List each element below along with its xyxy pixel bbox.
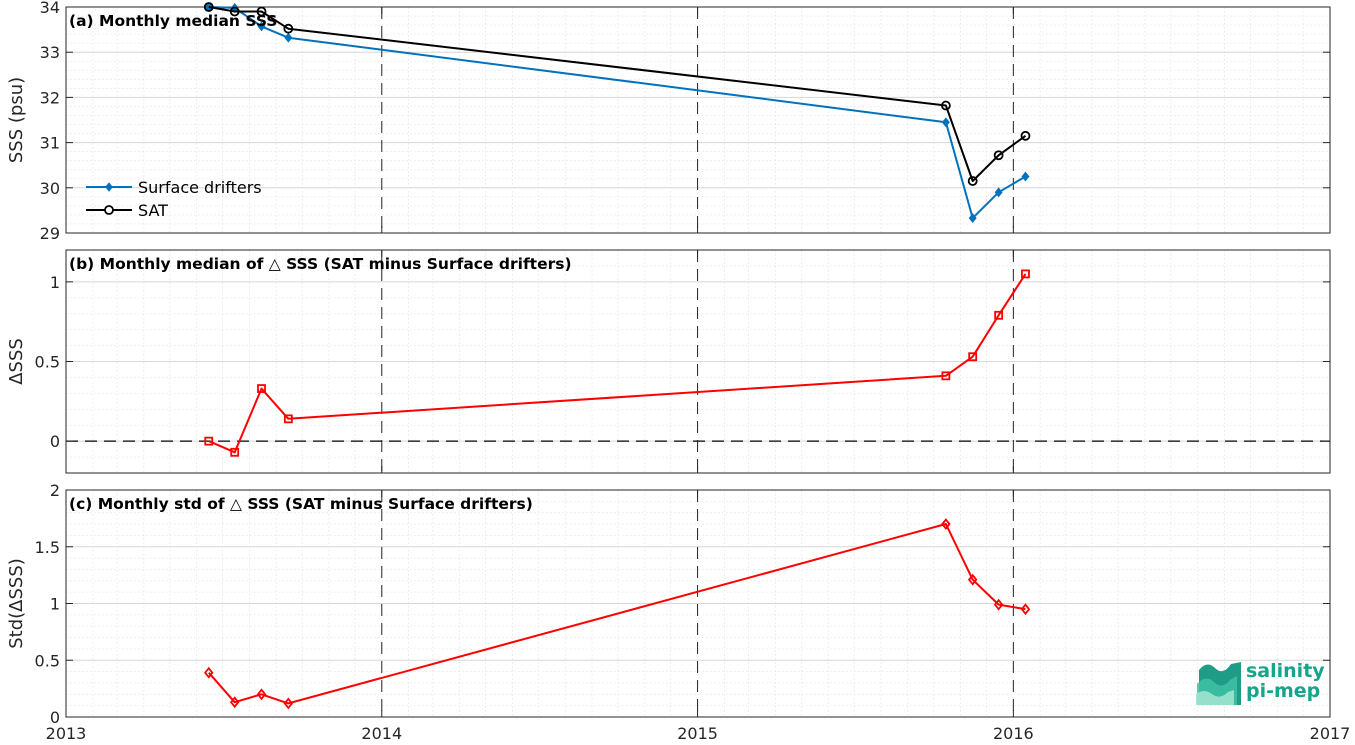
panel-title: (c) Monthly std of △ SSS (SAT minus Surf… (69, 495, 533, 513)
data-point (229, 696, 240, 709)
data-point (994, 310, 1004, 320)
y-tick-label: 1 (50, 273, 60, 292)
y-axis-label: ΔSSS (6, 338, 27, 385)
logo-line2: pi-mep (1246, 680, 1320, 702)
y-tick-label: 1.5 (35, 538, 60, 557)
data-point (941, 117, 950, 128)
data-point (968, 352, 978, 362)
y-tick-label: 33 (40, 43, 60, 62)
y-axis-label: SSS (psu) (6, 77, 27, 163)
y-tick-label: 30 (40, 179, 60, 198)
series-sat (203, 2, 1031, 186)
x-tick-label: 2013 (46, 724, 87, 743)
y-tick-label: 0 (50, 432, 60, 451)
minor-x-grid (92, 7, 1304, 233)
logo-wave-icon (1196, 662, 1241, 705)
legend-label: Surface drifters (138, 178, 262, 197)
x-tick-label: 2014 (361, 724, 402, 743)
data-point (256, 6, 267, 17)
series-line (208, 273, 1027, 454)
data-point (993, 150, 1004, 161)
x-tick-label: 2016 (993, 724, 1034, 743)
data-point (940, 100, 951, 111)
data-point (1020, 603, 1031, 616)
legend-marker (104, 205, 114, 215)
data-point (283, 697, 294, 710)
panel-title: (a) Monthly median SSS (69, 12, 277, 30)
y-axis-label: Std(ΔSSS) (6, 558, 27, 649)
data-point (283, 23, 294, 34)
data-point (967, 573, 978, 586)
data-point (283, 414, 293, 424)
legend-label: SAT (138, 201, 168, 220)
y-tick-label: 32 (40, 88, 60, 107)
y-tick-label: 34 (40, 0, 60, 17)
data-point (1020, 130, 1031, 141)
series-delta-sss (203, 518, 1031, 710)
legend-marker (105, 182, 113, 192)
series-line (208, 523, 1026, 705)
data-point (203, 666, 214, 679)
data-point (1021, 269, 1030, 279)
data-point (968, 213, 977, 224)
legend: Surface drifters SAT (86, 178, 262, 220)
data-point (229, 6, 240, 17)
y-tick-label: 0.5 (35, 651, 60, 670)
series-delta-sss (204, 269, 1030, 457)
minor-x-grid (92, 250, 1304, 473)
data-point (257, 384, 266, 393)
panel-c-std-delta-sss: 0 0.5 1 1.5 2 2013 2014 2015 2016 2017 Std(ΔSSS) (c… (6, 481, 1350, 743)
data-point (994, 187, 1003, 198)
data-point (203, 2, 214, 12)
y-tick-label: 0 (50, 708, 60, 727)
panel-a-monthly-median-sss: 29 30 31 32 33 34 SSS (psu) Surface drifters SAT… (6, 0, 1331, 243)
data-point (1021, 171, 1030, 182)
x-tick-label: 2015 (677, 724, 718, 743)
y-tick-label: 2 (50, 481, 60, 500)
data-point (284, 32, 293, 43)
x-tick-label: 2017 (1310, 724, 1351, 743)
salinity-pi-mep-logo: salinity pi-mep (1196, 660, 1325, 705)
y-tick-label: 29 (40, 224, 60, 243)
logo-line1: salinity (1246, 660, 1325, 682)
data-point (257, 21, 266, 32)
data-point (230, 447, 240, 457)
y-tick-label: 0.5 (35, 353, 60, 372)
data-point (941, 518, 951, 530)
panel-title: (b) Monthly median of △ SSS (SAT minus S… (69, 255, 572, 273)
y-tick-label: 31 (40, 134, 60, 153)
data-point (256, 688, 267, 701)
data-point (204, 436, 214, 446)
data-point (941, 371, 951, 381)
panel-b-median-delta-sss: 0 0.5 1 ΔSSS (b) Monthly median of △ SSS (SA… (6, 249, 1331, 474)
y-tick-label: 1 (50, 595, 60, 614)
data-point (967, 176, 978, 186)
plot-area (66, 7, 1330, 233)
data-point (993, 598, 1004, 611)
